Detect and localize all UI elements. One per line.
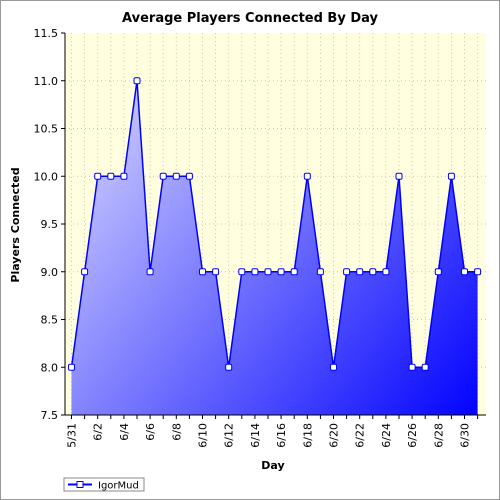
x-axis-label: Day xyxy=(261,459,284,472)
data-point-marker xyxy=(199,268,206,276)
data-point-marker xyxy=(68,363,75,371)
axes xyxy=(61,32,486,419)
data-point-marker xyxy=(434,268,442,276)
data-point-marker xyxy=(238,268,246,276)
legend-box xyxy=(63,477,145,492)
x-tick-labels: 5/31 6/2 6/4 6/6 6/8 6/10 6/12 6/14 6/16 6/18 6/20… xyxy=(66,423,472,448)
y-axis-label: Players Connected xyxy=(9,167,22,282)
x-tick-label: 6/18 xyxy=(301,423,314,448)
data-point-marker xyxy=(212,268,220,276)
chart-title: Average Players Connected By Day xyxy=(122,11,378,26)
data-point-marker xyxy=(81,268,89,276)
data-point-marker xyxy=(172,172,180,180)
y-tick-label: 9.5 xyxy=(41,218,59,231)
x-tick-label: 6/14 xyxy=(249,423,262,448)
data-point-marker xyxy=(395,172,403,180)
data-point-marker xyxy=(421,363,429,371)
data-point-marker xyxy=(461,268,468,276)
series-markers xyxy=(68,77,482,371)
x-tick-label: 6/26 xyxy=(406,423,419,448)
series-area-igormud xyxy=(71,80,478,415)
x-tick-label: 6/12 xyxy=(223,423,236,448)
x-tick-label: 6/30 xyxy=(459,423,472,448)
x-tick-label: 6/4 xyxy=(118,423,131,441)
data-point-marker xyxy=(225,363,233,371)
data-point-marker xyxy=(264,268,272,276)
data-point-marker xyxy=(146,268,154,276)
data-point-marker xyxy=(408,363,416,371)
data-point-marker xyxy=(159,172,167,180)
data-point-marker xyxy=(303,172,311,180)
x-tick-label: 6/8 xyxy=(170,423,183,441)
x-tick-label: 6/28 xyxy=(432,423,445,448)
y-tick-label: 8.5 xyxy=(41,314,59,327)
x-tick-label: 6/24 xyxy=(380,423,393,448)
x-tick-label: 6/10 xyxy=(197,423,210,448)
data-point-marker xyxy=(290,268,298,276)
data-point-marker xyxy=(330,363,337,371)
data-point-marker xyxy=(133,77,141,85)
y-tick-label: 11.5 xyxy=(34,27,59,40)
x-tick-label: 6/20 xyxy=(328,423,341,448)
y-tick-labels: 7.5 8.0 8.5 9.0 9.5 10.0 10.5 11.0 11.5 xyxy=(34,27,59,422)
y-tick-label: 8.0 xyxy=(41,361,59,374)
data-point-marker xyxy=(447,172,455,180)
data-point-marker xyxy=(369,268,377,276)
data-point-marker xyxy=(94,172,102,180)
data-point-marker xyxy=(251,268,259,276)
y-tick-label: 10.0 xyxy=(34,170,59,183)
y-tick-label: 10.5 xyxy=(34,123,59,136)
data-point-marker xyxy=(343,268,351,276)
x-tick-label: 6/22 xyxy=(354,423,367,448)
y-tick-label: 9.0 xyxy=(41,266,59,279)
data-point-marker xyxy=(474,268,482,276)
x-tick-label: 6/16 xyxy=(275,423,288,448)
x-tick-label: 6/6 xyxy=(144,423,157,441)
data-point-marker xyxy=(107,172,115,180)
data-point-marker xyxy=(277,268,285,276)
data-point-marker xyxy=(356,268,364,276)
data-point-marker xyxy=(120,172,128,180)
y-tick-label: 11.0 xyxy=(34,75,59,88)
y-tick-label: 7.5 xyxy=(41,409,59,422)
data-point-marker xyxy=(185,172,193,180)
data-point-marker xyxy=(382,268,390,276)
x-tick-label: 5/31 xyxy=(66,423,79,448)
x-tick-label: 6/2 xyxy=(92,423,105,441)
series-line-igormud xyxy=(70,80,478,368)
legend-marker-swatch xyxy=(76,481,84,488)
data-point-marker xyxy=(316,268,324,276)
legend: IgorMud xyxy=(63,477,145,492)
legend-label-igormud: IgorMud xyxy=(98,481,139,492)
